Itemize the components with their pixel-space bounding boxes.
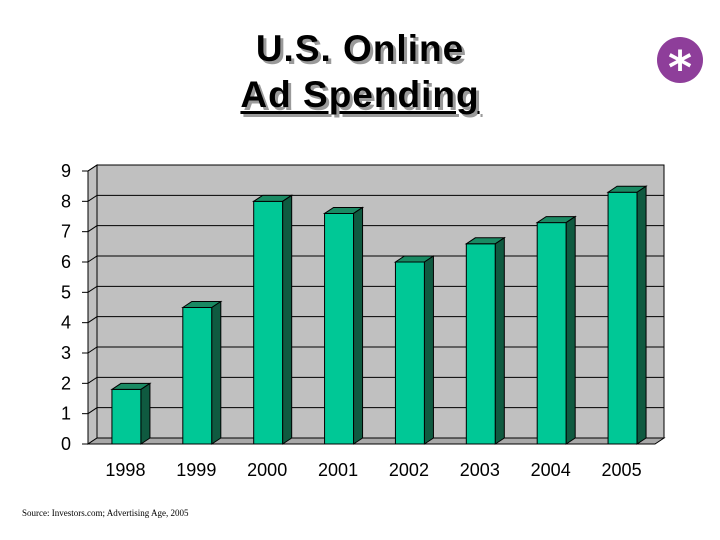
- chart-floor: [86, 437, 666, 445]
- bar-2002: [394, 261, 425, 445]
- x-tick-label-2001: 2001: [318, 460, 358, 480]
- bar-side-2003: [494, 236, 505, 445]
- gridline-8: [87, 194, 664, 202]
- y-tick-label-2: 2: [61, 373, 71, 393]
- x-tick-label-2004: 2004: [531, 460, 571, 480]
- y-tick-label-1: 1: [61, 404, 71, 424]
- bar-2000: [253, 200, 284, 445]
- y-tick-label-0: 0: [61, 434, 71, 454]
- bar-2003: [465, 243, 496, 445]
- y-tick-label-7: 7: [61, 222, 71, 242]
- x-tick-label-2000: 2000: [247, 460, 287, 480]
- x-tick-label-2002: 2002: [389, 460, 429, 480]
- bar-side-2001: [353, 206, 364, 445]
- y-tick-label-6: 6: [61, 252, 71, 272]
- bar-2005: [607, 191, 638, 445]
- bar-1998: [111, 388, 142, 445]
- bar-2001: [324, 212, 355, 445]
- x-tick-label-2005: 2005: [602, 460, 642, 480]
- x-tick-label-1998: 1998: [105, 460, 145, 480]
- x-tick-label-2003: 2003: [460, 460, 500, 480]
- chart-back-wall: [96, 164, 665, 439]
- bar-side-2002: [423, 255, 434, 445]
- bar-side-1999: [211, 300, 222, 445]
- bar-side-2005: [636, 185, 647, 445]
- y-tick-label-8: 8: [61, 191, 71, 211]
- chart-title: U.S. Online Ad Spending: [140, 26, 580, 118]
- y-tick-label-4: 4: [61, 313, 71, 333]
- bar-side-1998: [140, 382, 151, 445]
- gridline-7: [87, 225, 664, 233]
- title-line-2: Ad Spending: [240, 74, 480, 115]
- y-tick-label-3: 3: [61, 343, 71, 363]
- bar-1999: [182, 307, 213, 445]
- title-line-1: U.S. Online: [255, 28, 465, 69]
- bar-side-2000: [282, 194, 293, 445]
- source-note: Source: Investors.com; Advertising Age, …: [22, 508, 189, 518]
- y-tick-label-9: 9: [61, 161, 71, 181]
- bar-2004: [536, 222, 567, 445]
- bar-side-2004: [565, 215, 576, 445]
- y-tick-label-5: 5: [61, 282, 71, 302]
- x-tick-label-1999: 1999: [176, 460, 216, 480]
- gridline-9: [87, 164, 664, 172]
- chart-left-wall: [87, 164, 98, 445]
